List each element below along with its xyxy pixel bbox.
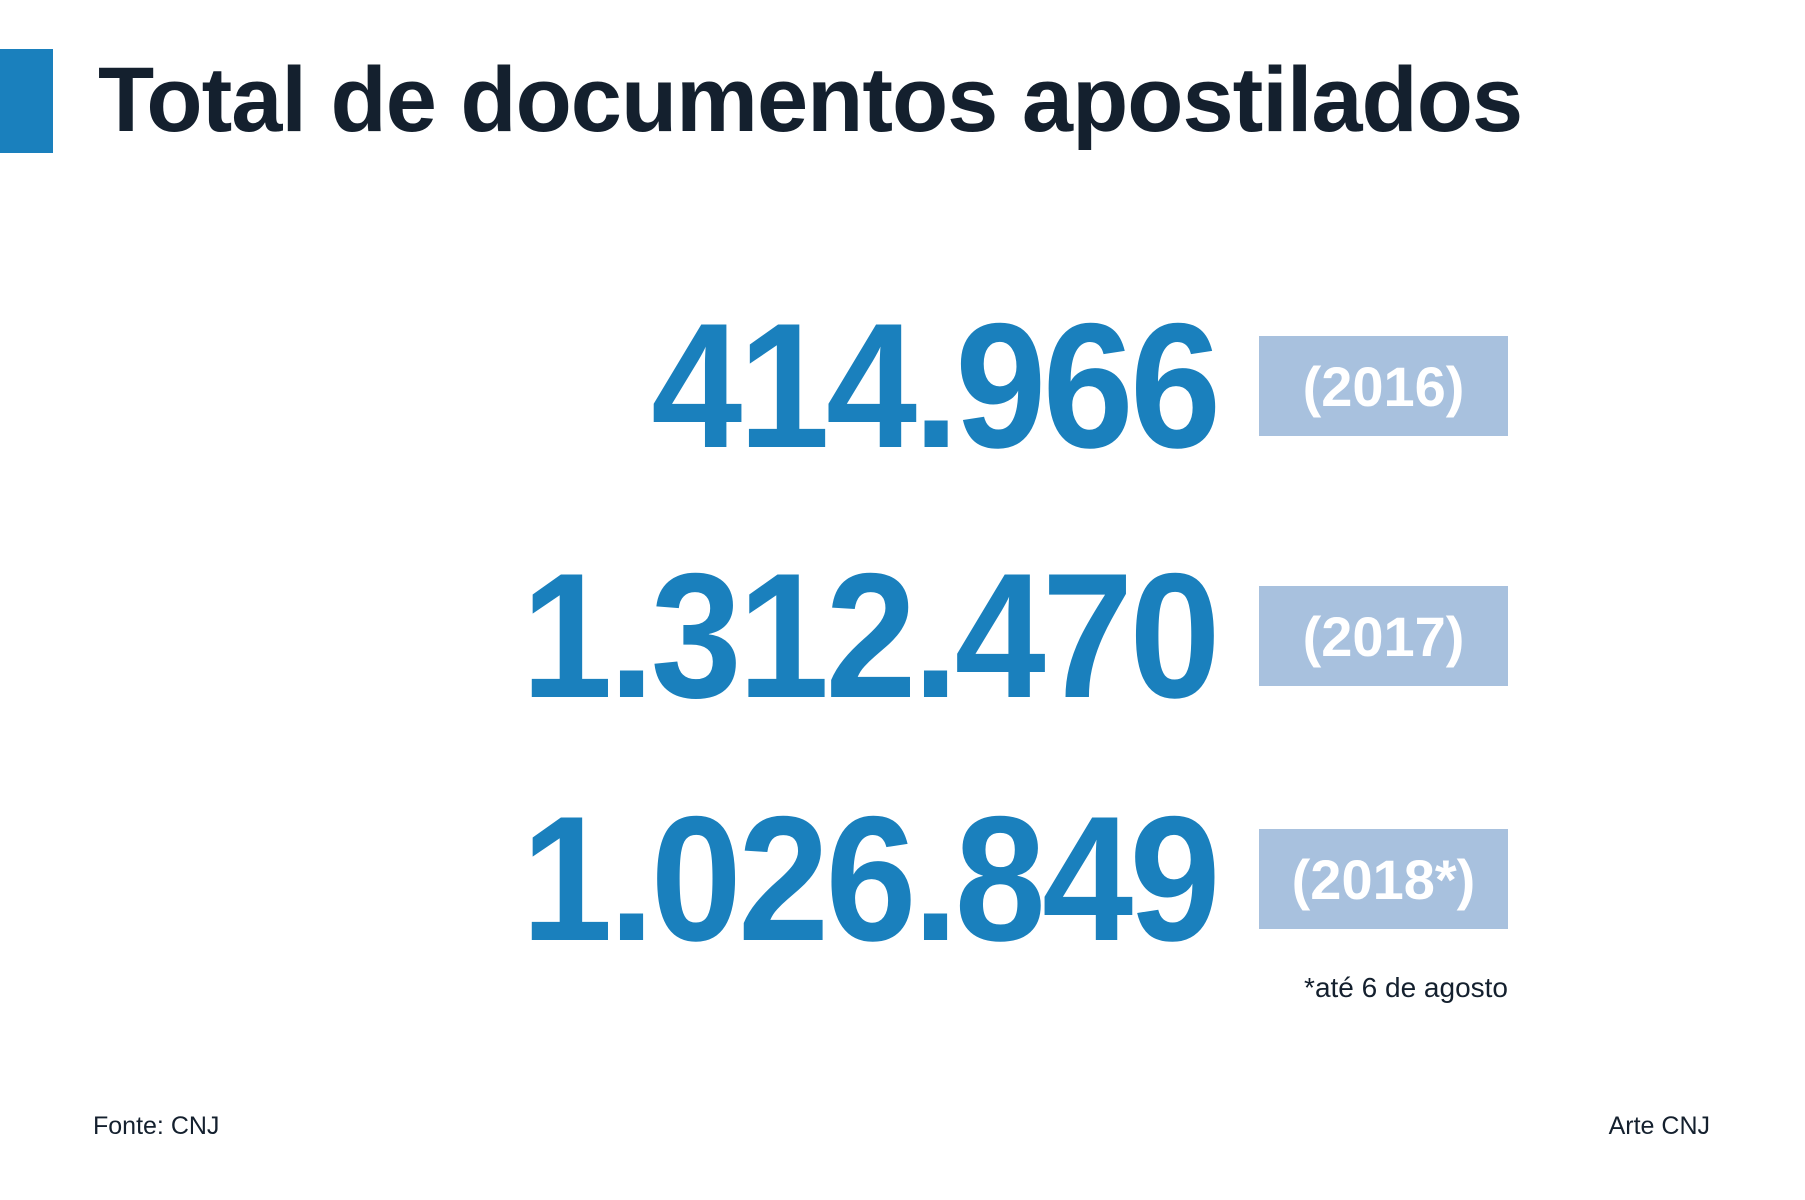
stat-row: 1.312.470 (2017) [0, 547, 1805, 725]
title: Total de documentos apostilados [98, 49, 1523, 151]
stat-year: (2018*) [1259, 829, 1508, 929]
stat-value: 414.966 [650, 286, 1221, 485]
credit: Arte CNJ [1608, 1112, 1710, 1140]
stat-row: 1.026.849 (2018*) [0, 790, 1805, 968]
stat-row: 414.966 (2016) [0, 297, 1805, 475]
stat-year: (2016) [1259, 336, 1508, 436]
source: Fonte: CNJ [93, 1112, 220, 1140]
stat-value: 1.312.470 [521, 536, 1221, 735]
footnote: *até 6 de agosto [1304, 972, 1508, 1003]
stat-year: (2017) [1259, 586, 1508, 686]
title-accent [0, 49, 53, 153]
stat-value: 1.026.849 [521, 779, 1221, 978]
